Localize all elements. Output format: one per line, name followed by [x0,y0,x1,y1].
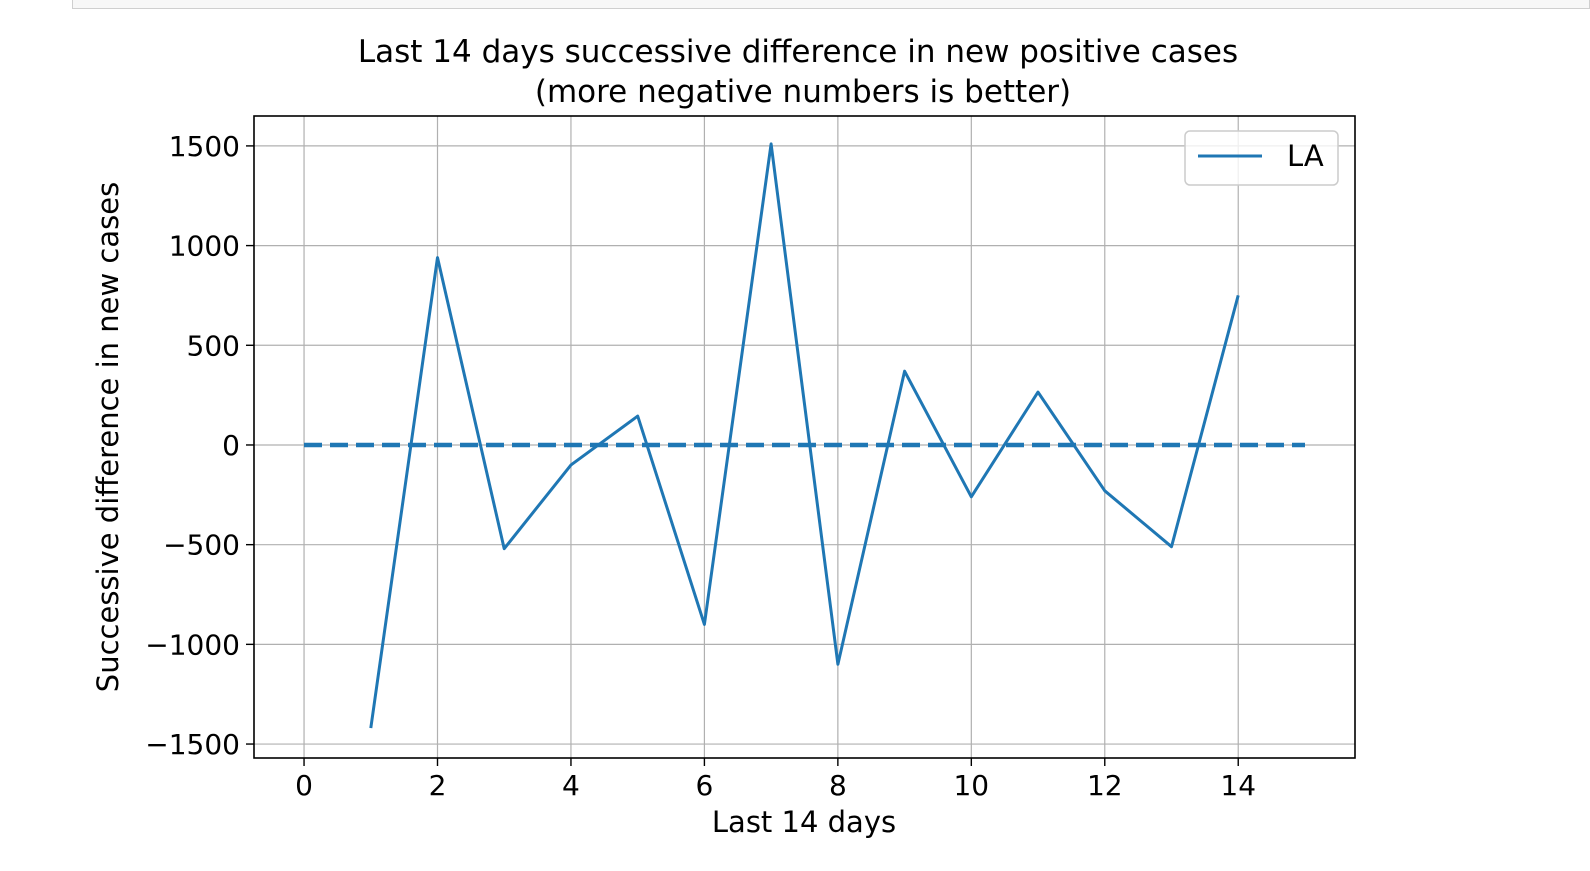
x-tick-label: 4 [562,769,580,802]
series-line-la [369,142,1240,729]
x-tick-label: 6 [695,769,713,802]
x-tick-label: 2 [429,769,447,802]
plot-frame [253,115,1356,759]
y-tick-label: 500 [187,329,240,362]
y-tick-label: −1000 [145,628,240,661]
legend-box [1184,130,1339,186]
x-tick-label: 8 [829,769,847,802]
y-tick-label: 1000 [169,230,240,263]
y-tick-label: 0 [222,429,240,462]
chart-title-line1: Last 14 days successive difference in ne… [358,34,1238,70]
grid [254,116,1355,758]
legend: LA [1184,130,1339,186]
series-layer [304,142,1305,729]
axis-ticks: 0 2 4 6 8 10 12 14 −1500 −1000 −500 0 500 1000 1500 [145,130,1256,802]
y-axis-label: Successive difference in new cases [91,182,125,692]
y-tick-label: −1500 [145,728,240,761]
y-tick-label: 1500 [169,130,240,163]
legend-label-la: LA [1287,139,1324,173]
x-tick-label: 14 [1220,769,1256,802]
x-axis-label: Last 14 days [712,805,896,839]
chart-title-line2: (more negative numbers is better) [535,74,1071,110]
x-tick-label: 12 [1087,769,1123,802]
x-tick-label: 10 [953,769,989,802]
y-tick-label: −500 [163,529,240,562]
x-tick-label: 0 [295,769,313,802]
